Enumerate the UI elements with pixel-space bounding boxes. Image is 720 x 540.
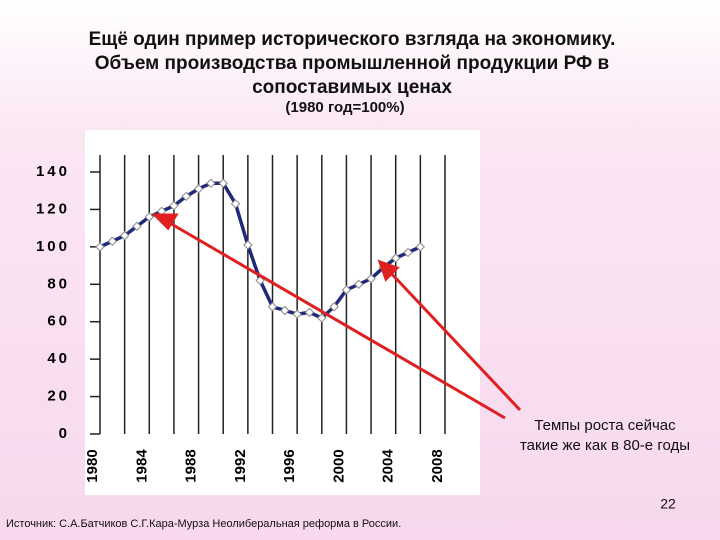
x-tick-label: 1980 [84,449,101,482]
x-tick-label: 1996 [281,449,298,482]
marker [391,253,401,263]
marker [144,212,154,222]
arrow [387,269,522,412]
x-tick-label: 2008 [429,449,446,482]
marker [366,273,376,284]
marker [95,242,105,252]
annotation-line: такие же как в 80-е годы [520,437,690,454]
y-tick-label: 60 [47,313,70,330]
y-tick-label: 140 [36,163,70,180]
annotation: Темпы роста сейчас такие же как в 80-е го… [520,417,690,454]
arrow [167,220,506,420]
subtitle: (1980 год=100%) [285,99,404,116]
annotation-line: Темпы роста сейчас [534,417,676,434]
marker [255,275,265,286]
marker [403,247,413,258]
marker [181,191,191,202]
source: Источник: С.А.Батчиков С.Г.Кара-Мурза Не… [6,518,401,530]
arrow-head [151,213,179,231]
marker [119,230,130,241]
x-tick-label: 1988 [183,449,200,482]
marker [329,302,339,312]
arrow-head [377,259,400,282]
title-line: Объем производства промышленной продукци… [95,53,610,74]
y-tick-label: 40 [47,350,70,367]
marker [304,307,315,318]
marker [341,285,352,295]
x-tick-label: 1992 [232,449,249,482]
arrows [151,213,522,420]
y-tick-label: 100 [36,238,70,255]
x-tick-label: 2004 [380,449,397,483]
marker [169,200,179,211]
marker [218,178,228,188]
y-tick-label: 80 [47,275,70,292]
y-tick-label: 0 [59,425,70,442]
x-tick-label: 2000 [330,449,347,482]
x-tick-label: 1984 [133,449,150,483]
marker [415,242,426,252]
title: Ещё один пример исторического взгляда на… [89,29,616,98]
page-number: 22 [660,496,676,512]
marker [107,236,118,246]
title-line: Ещё один пример исторического взгляда на… [89,29,616,50]
marker [243,240,253,250]
y-tick-label: 20 [47,388,70,405]
marker [132,221,142,231]
marker [193,184,204,194]
marker [230,199,241,209]
marker [354,279,364,289]
marker [292,309,302,319]
marker [206,178,216,188]
marker [317,313,327,323]
title-line: сопоставимых ценах [252,77,452,98]
y-tick-label: 120 [36,200,70,217]
marker [267,302,278,312]
marker [280,305,290,316]
